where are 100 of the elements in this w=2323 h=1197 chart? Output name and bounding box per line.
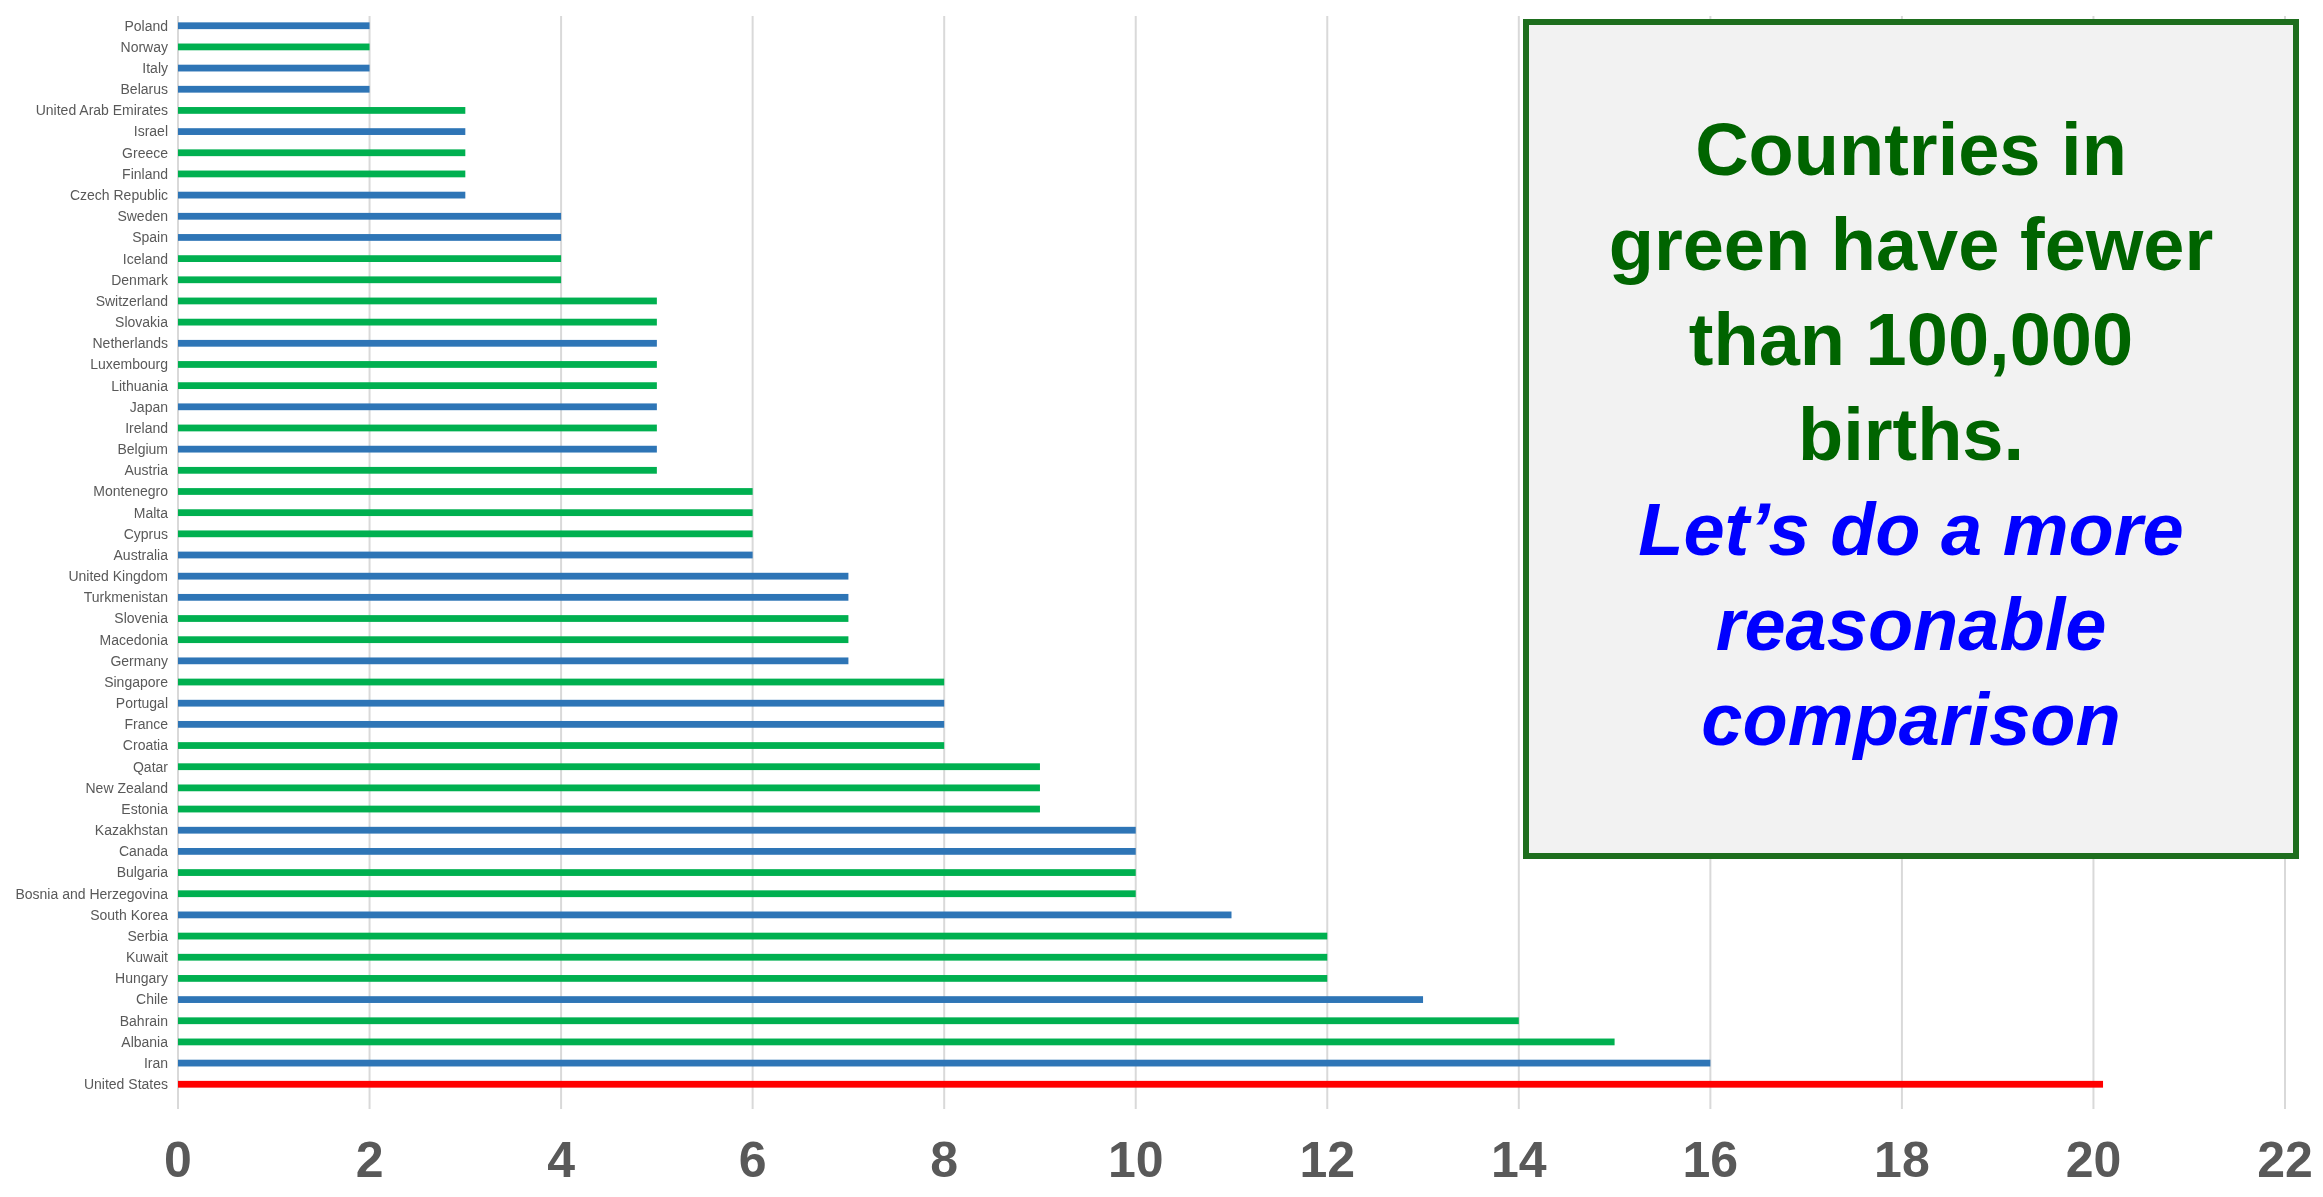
y-tick-label: Bosnia and Herzegovina <box>15 885 169 902</box>
x-tick-label: 0 <box>164 1132 192 1188</box>
bar <box>178 22 370 30</box>
y-tick-label: Norway <box>120 38 168 55</box>
y-tick-label: Austria <box>124 462 169 479</box>
y-tick-label: Japan <box>129 398 168 415</box>
y-tick-label: Sweden <box>117 208 168 225</box>
y-tick-label: Canada <box>118 843 169 860</box>
y-tick-label: Cyprus <box>123 525 168 542</box>
y-tick-label: Slovakia <box>115 314 169 331</box>
y-tick-label: Ireland <box>125 419 168 436</box>
y-tick-label: Slovenia <box>114 610 169 627</box>
bar <box>178 1017 1519 1025</box>
bar <box>178 128 466 135</box>
x-tick-label: 8 <box>930 1132 959 1188</box>
y-tick-label: United Kingdom <box>68 568 168 585</box>
y-tick-label: Bulgaria <box>116 864 169 881</box>
y-tick-label: Macedonia <box>99 631 169 648</box>
y-tick-label: Netherlands <box>92 335 168 352</box>
bar <box>178 720 945 728</box>
bar <box>178 953 1328 961</box>
annotation: Let’s do a more reasonable comparison <box>1638 487 2184 761</box>
bar <box>178 403 657 411</box>
bar <box>178 699 945 707</box>
bar <box>178 1080 2104 1088</box>
y-tick-label: Switzerland <box>95 292 168 309</box>
y-tick-label: Belgium <box>117 441 168 458</box>
bar <box>178 657 849 665</box>
y-tick-label: Turkmenistan <box>83 589 168 606</box>
x-tick-label: 16 <box>1682 1132 1739 1188</box>
bar <box>178 975 1328 982</box>
y-tick-label: Finland <box>122 165 168 182</box>
y-tick-label: Portugal <box>115 695 168 712</box>
y-tick-label: United States <box>83 1076 168 1093</box>
bar <box>178 593 849 601</box>
bar <box>178 361 657 368</box>
y-tick-label: Luxembourg <box>90 356 168 373</box>
bar <box>178 488 753 495</box>
bar <box>178 742 945 749</box>
x-tick-label: 14 <box>1491 1132 1547 1188</box>
bar <box>178 848 1136 855</box>
y-tick-label: Lithuania <box>111 377 169 394</box>
y-tick-label: Czech Republic <box>69 187 168 203</box>
x-tick-label: 20 <box>2065 1132 2122 1188</box>
y-tick-label: South Korea <box>90 906 169 923</box>
bar <box>178 572 849 580</box>
y-tick-label: Bahrain <box>119 1012 168 1029</box>
bar <box>178 276 562 284</box>
bar <box>178 382 657 390</box>
bar <box>178 826 1136 834</box>
x-tick-label: 10 <box>1107 1132 1164 1188</box>
annotation: Countries in green have fewer than 100,000 births. <box>1608 107 2214 476</box>
x-tick-label: 22 <box>2257 1132 2313 1188</box>
y-tick-label: Malta <box>133 504 169 521</box>
y-tick-label: New Zealand <box>85 779 168 796</box>
bar <box>178 107 466 114</box>
y-tick-label: Iran <box>143 1054 168 1071</box>
y-tick-label: Serbia <box>127 927 169 944</box>
y-tick-label: Belarus <box>120 81 168 98</box>
bar <box>178 763 1040 771</box>
bar <box>178 234 562 241</box>
bar <box>178 784 1040 792</box>
bar <box>178 890 1136 898</box>
y-tick-label: Singapore <box>104 673 169 690</box>
bar <box>178 466 657 474</box>
y-tick-label: Croatia <box>122 737 169 754</box>
x-tick-label: 18 <box>1874 1132 1930 1188</box>
y-tick-label: Kuwait <box>125 949 169 966</box>
bar <box>178 636 849 644</box>
x-tick-label: 4 <box>547 1132 576 1188</box>
y-tick-label: Kazakhstan <box>94 822 168 839</box>
y-tick-label: Poland <box>124 17 168 34</box>
bar <box>178 869 1136 876</box>
bar <box>178 85 370 93</box>
y-tick-label: Australia <box>113 546 169 563</box>
bar <box>178 339 657 347</box>
bar <box>178 255 562 262</box>
bar <box>178 996 1424 1003</box>
x-tick-label: 12 <box>1299 1132 1356 1188</box>
x-tick-label: 6 <box>738 1132 767 1188</box>
y-tick-label: Estonia <box>121 800 169 817</box>
y-tick-label: Italy <box>142 59 168 76</box>
y-tick-label: France <box>124 716 169 733</box>
y-tick-label: Israel <box>133 123 168 140</box>
y-tick-label: Germany <box>110 652 168 669</box>
bar <box>178 509 753 517</box>
bar <box>178 445 657 453</box>
y-tick-label: United Arab Emirates <box>35 102 168 119</box>
y-tick-label: Albania <box>121 1033 169 1050</box>
bar <box>178 212 562 220</box>
y-tick-label: Greece <box>122 144 169 161</box>
x-tick-label: 2 <box>355 1132 384 1188</box>
bar <box>178 149 466 157</box>
bar <box>178 530 753 538</box>
y-tick-label: Hungary <box>115 970 168 987</box>
y-tick-label: Iceland <box>122 250 168 267</box>
bar <box>178 318 657 326</box>
y-tick-label: Montenegro <box>93 483 169 500</box>
y-tick-label: Chile <box>136 991 169 1008</box>
y-tick-label: Spain <box>132 229 168 246</box>
